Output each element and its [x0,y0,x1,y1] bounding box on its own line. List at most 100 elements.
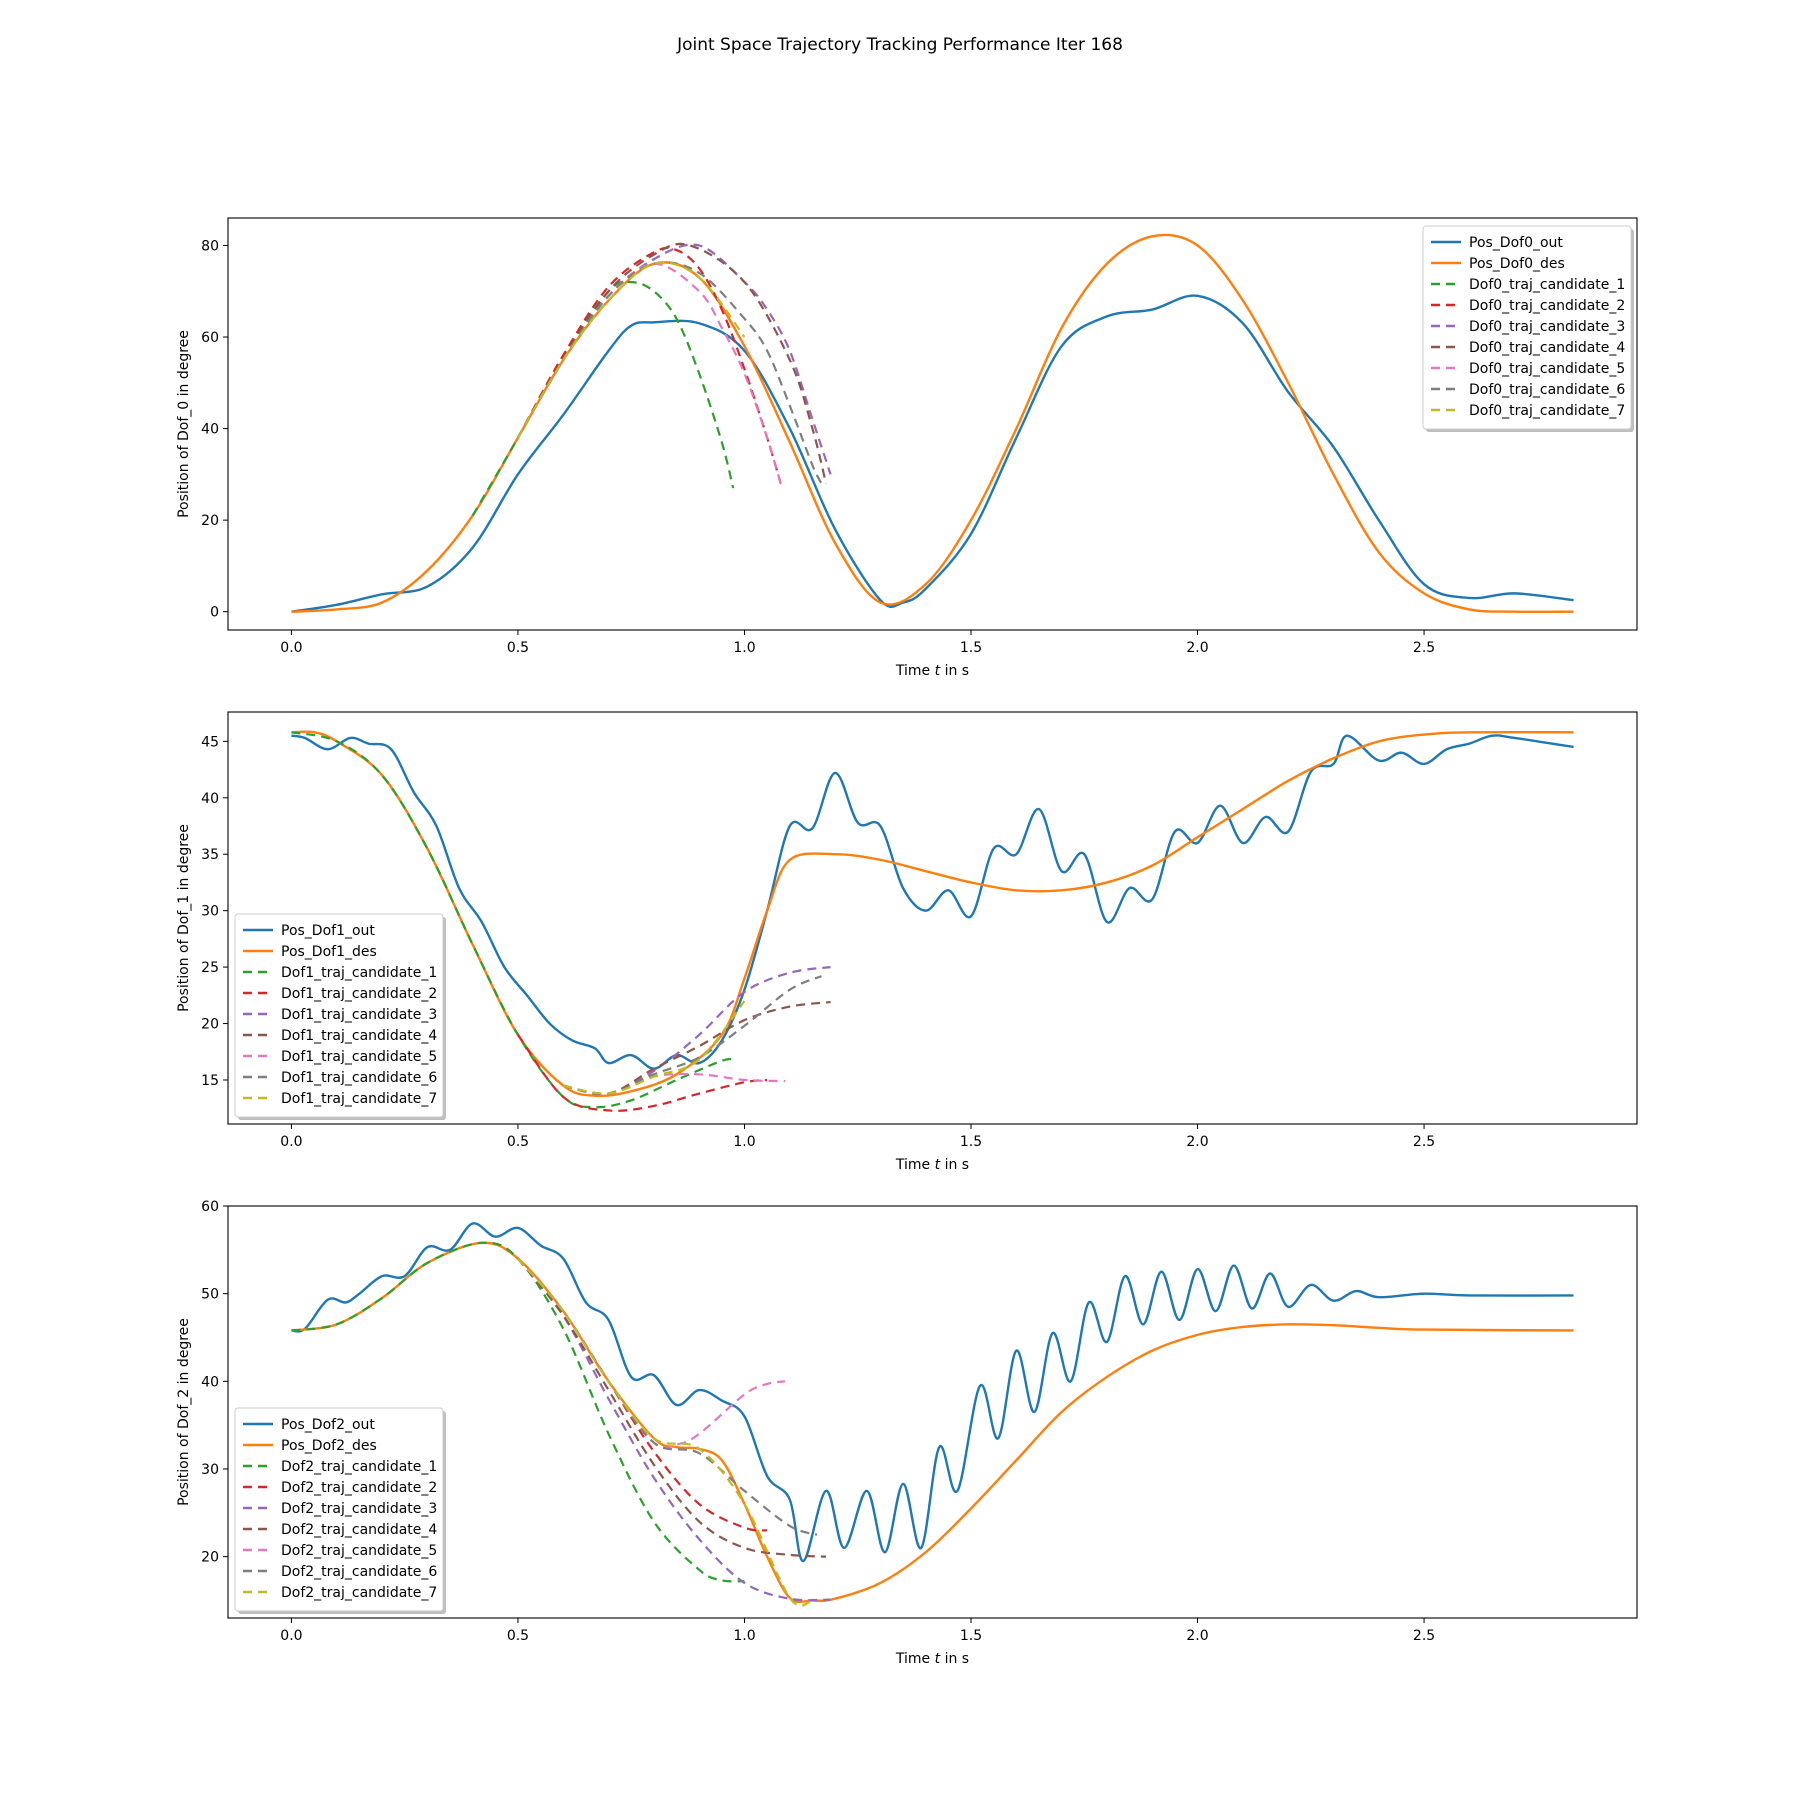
series-line-Dof0_traj_candidate_6 [516,261,823,485]
x-tick-label: 0.0 [280,1134,302,1150]
series-line-Dof2_traj_candidate_4 [517,1257,827,1558]
series-line-Dof0_traj_candidate_7 [516,261,746,439]
legend-label: Dof2_traj_candidate_2 [281,1480,437,1496]
legend-label: Pos_Dof1_out [281,923,375,939]
y-tick-label: 40 [201,422,219,438]
series-line-Dof2_traj_candidate_3 [517,1257,831,1602]
x-axis-label: Time t in s [895,663,969,679]
legend-label: Pos_Dof0_des [1469,256,1565,272]
y-tick-label: 60 [201,1199,219,1215]
legend-label: Dof0_traj_candidate_3 [1469,319,1625,335]
legend-label: Dof0_traj_candidate_5 [1469,361,1625,377]
x-axis-label: Time t in s [895,1651,969,1667]
series-line-Pos_Dof0_des [291,233,1574,614]
y-tick-label: 45 [201,734,219,750]
x-tick-label: 1.5 [960,1628,982,1644]
series-line-Dof0_traj_candidate_3 [516,243,832,475]
series-line-Dof1_traj_candidate_4 [563,1000,831,1096]
legend-label: Dof1_traj_candidate_7 [281,1091,437,1107]
series-line-Pos_Dof2_out [291,1222,1574,1563]
x-tick-label: 2.0 [1186,1134,1208,1150]
legend-label: Dof2_traj_candidate_5 [281,1543,437,1559]
x-tick-label: 0.5 [507,640,529,656]
x-tick-label: 0.5 [507,1134,529,1150]
series-line-Pos_Dof1_des [291,730,1574,1098]
legend: Pos_Dof2_out Pos_Dof2_des Dof2_traj_candid… [234,1407,446,1614]
x-tick-label: 2.5 [1413,1628,1435,1644]
legend-label: Pos_Dof1_des [281,944,377,960]
y-tick-label: 40 [201,791,219,807]
x-tick-label: 2.0 [1186,640,1208,656]
y-tick-label: 25 [201,960,219,976]
series-line-Dof1_traj_candidate_6 [563,975,822,1095]
legend-label: Dof1_traj_candidate_3 [281,1007,437,1023]
y-tick-label: 60 [201,330,219,346]
axes-frame [227,711,1638,1125]
x-tick-label: 0.0 [280,640,302,656]
series-line-Dof1_traj_candidate_7 [563,1000,746,1095]
legend-label: Pos_Dof0_out [1469,235,1563,251]
x-tick-label: 1.0 [733,1628,755,1644]
x-tick-label: 0.5 [507,1628,529,1644]
series-group [291,730,1574,1112]
series-group [291,233,1574,614]
axes-frame [227,217,1638,631]
legend-label: Dof0_traj_candidate_4 [1469,340,1625,356]
series-line-Dof0_traj_candidate_4 [516,242,828,484]
series-line-Dof0_traj_candidate_1 [471,280,735,517]
legend-label: Pos_Dof2_des [281,1438,377,1454]
y-tick-label: 20 [201,1017,219,1033]
x-tick-label: 2.0 [1186,1628,1208,1644]
legend-label: Dof0_traj_candidate_7 [1469,403,1625,419]
y-tick-label: 50 [201,1287,219,1303]
y-axis-label: Position of Dof_2 in degree [176,1318,192,1506]
y-tick-label: 30 [201,904,219,920]
x-tick-label: 1.5 [960,640,982,656]
subplot-1: 0.0 0.5 1.0 1.5 2.0 2.5 15 20 25 30 35 40 45 Time t i… [176,711,1638,1173]
series-group [291,1222,1574,1607]
series-line-Dof2_traj_candidate_6 [517,1257,818,1536]
series-line-Dof2_traj_candidate_7 [517,1257,813,1607]
series-line-Dof1_traj_candidate_2 [517,1034,768,1112]
x-tick-label: 2.5 [1413,640,1435,656]
series-line-Pos_Dof1_out [291,734,1574,1070]
y-axis-label: Position of Dof_0 in degree [176,330,192,518]
x-tick-label: 1.0 [733,1134,755,1150]
y-tick-label: 40 [201,1374,219,1390]
legend-label: Dof2_traj_candidate_6 [281,1564,437,1580]
y-tick-label: 35 [201,847,219,863]
x-tick-label: 0.0 [280,1628,302,1644]
y-tick-label: 20 [201,1550,219,1566]
legend-label: Dof2_traj_candidate_1 [281,1459,437,1475]
series-line-Dof2_traj_candidate_1 [291,1241,745,1583]
legend-label: Dof2_traj_candidate_3 [281,1501,437,1517]
legend-label: Dof0_traj_candidate_6 [1469,382,1625,398]
legend: Pos_Dof0_out Pos_Dof0_des Dof0_traj_candid… [1422,225,1634,432]
legend-label: Dof1_traj_candidate_5 [281,1049,437,1065]
subplot-2: 0.0 0.5 1.0 1.5 2.0 2.5 20 30 40 50 60 Time t in s P… [176,1199,1638,1667]
legend-label: Pos_Dof2_out [281,1417,375,1433]
y-tick-label: 20 [201,513,219,529]
legend: Pos_Dof1_out Pos_Dof1_des Dof1_traj_candid… [234,913,446,1120]
y-axis-label: Position of Dof_1 in degree [176,824,192,1012]
legend-label: Dof1_traj_candidate_2 [281,986,437,1002]
series-line-Dof0_traj_candidate_5 [516,262,782,484]
y-tick-label: 80 [201,238,219,254]
x-axis-label: Time t in s [895,1157,969,1173]
y-tick-label: 30 [201,1462,219,1478]
series-line-Dof2_traj_candidate_2 [517,1257,768,1532]
x-tick-label: 2.5 [1413,1134,1435,1150]
series-line-Pos_Dof0_out [291,294,1574,613]
legend-label: Dof1_traj_candidate_4 [281,1028,437,1044]
y-tick-label: 0 [210,605,219,621]
legend-label: Dof2_traj_candidate_7 [281,1585,437,1601]
x-tick-label: 1.5 [960,1134,982,1150]
legend-label: Dof0_traj_candidate_1 [1469,277,1625,293]
axes-frame [227,1205,1638,1619]
legend-label: Dof0_traj_candidate_2 [1469,298,1625,314]
legend-label: Dof2_traj_candidate_4 [281,1522,437,1538]
legend-label: Dof1_traj_candidate_6 [281,1070,437,1086]
y-tick-label: 15 [201,1073,219,1089]
figure-title: Joint Space Trajectory Tracking Performa… [676,35,1123,55]
